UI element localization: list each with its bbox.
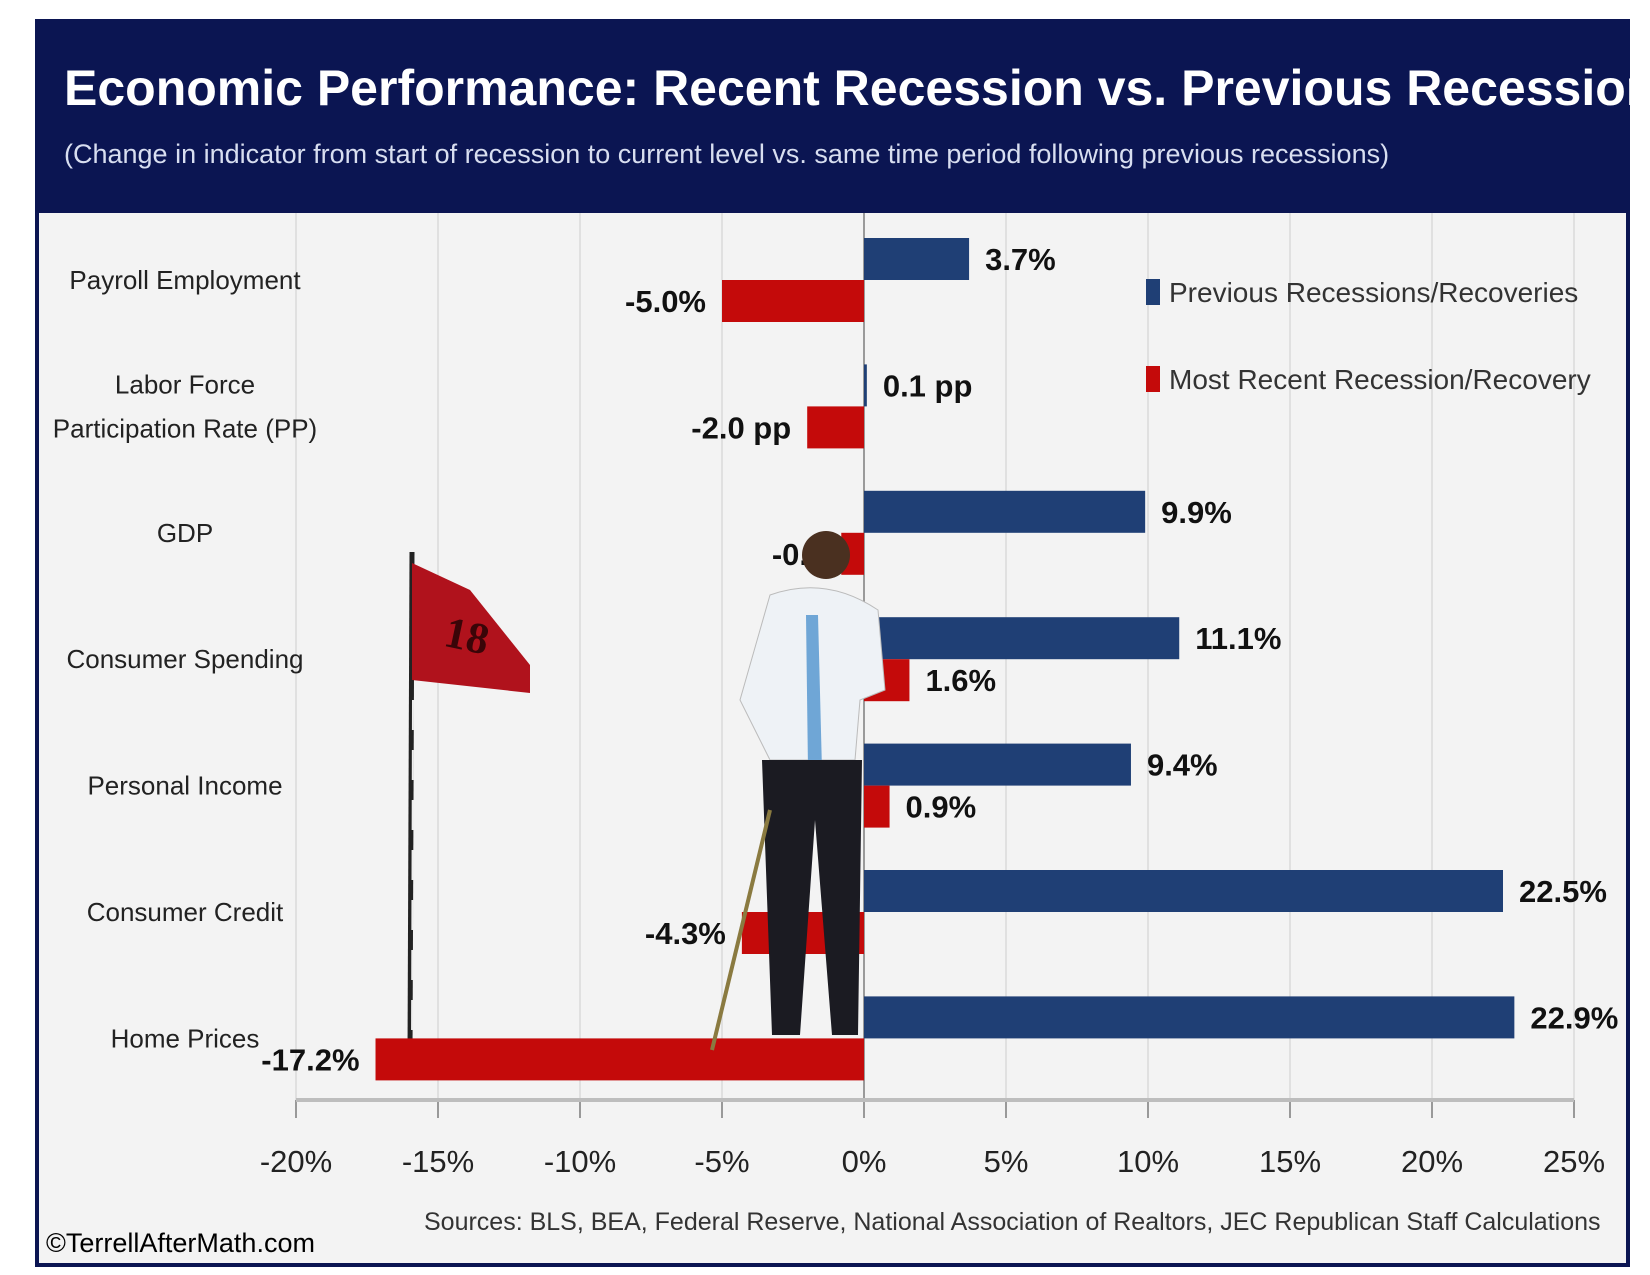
x-tick-label: 0% [842,1144,887,1179]
bar-previous [864,490,1146,533]
legend-label-previous: Previous Recessions/Recoveries [1169,277,1578,308]
data-labels: 3.7%-5.0%0.1 pp-2.0 pp9.9%-0.811.1%1.6%9… [261,242,1618,1077]
data-label: 9.4% [1147,748,1218,783]
data-label: -5.0% [625,284,706,319]
flag-pole-highlight [411,699,414,1051]
category-label: Personal Income [87,771,282,801]
data-label: 22.5% [1519,874,1607,909]
golfer-head [802,531,850,579]
data-label: 11.1% [1195,621,1281,656]
data-label: -17.2% [261,1042,359,1077]
bar-previous [864,870,1503,912]
flag-number: 18 [440,607,493,664]
legend-swatch-recent [1146,366,1160,392]
chart-title: Economic Performance: Recent Recession v… [64,60,1650,116]
bar-recent [375,1038,864,1081]
category-label: Consumer Credit [87,897,284,927]
legend-label-recent: Most Recent Recession/Recovery [1169,364,1591,395]
bar-recent [864,785,890,828]
data-label: 22.9% [1530,1000,1618,1035]
x-tick-label: 15% [1259,1144,1321,1179]
golfer-trousers [762,760,862,1035]
category-label: Consumer Spending [66,644,303,674]
bar-previous [864,617,1180,660]
category-label: Home Prices [111,1023,260,1053]
data-label: 0.9% [906,790,977,825]
x-axis: -20% -15% -10% -5% 0% 5% 10% 15% 20% 25% [260,1098,1605,1179]
data-label: 9.9% [1161,495,1232,530]
category-label: Payroll Employment [69,265,301,295]
legend: Previous Recessions/Recoveries Most Rece… [1146,277,1591,395]
golfer-tie [806,615,822,770]
bar-recent [722,280,864,322]
x-tick-label: 10% [1117,1144,1179,1179]
category-labels: Payroll Employment Labor Force Participati… [53,265,317,1053]
chart-subtitle: (Change in indicator from start of reces… [64,139,1389,169]
x-tick-label: -15% [402,1144,474,1179]
x-tick-label: -5% [694,1144,749,1179]
source-note: Sources: BLS, BEA, Federal Reserve, Nati… [424,1208,1601,1236]
data-label: -2.0 pp [691,410,791,445]
bar-previous [864,238,970,280]
x-tick-label: 20% [1401,1144,1463,1179]
golf-club [710,809,772,1051]
golfer-illustration [710,531,886,1051]
header-band [37,21,1628,213]
x-tick-label: 25% [1543,1144,1605,1179]
golf-flag-illustration: 18 [388,551,596,1067]
gridlines [295,213,1575,1100]
bar-previous [864,743,1131,786]
flag-pole [407,551,415,1056]
bar-previous [864,996,1515,1039]
data-label: 0.1 pp [883,368,973,403]
bar-previous [864,364,867,407]
bar-recent [807,406,864,449]
x-tick-label: 5% [984,1144,1029,1179]
legend-swatch-previous [1146,279,1160,305]
category-label: GDP [157,518,213,548]
x-tick-label: -20% [260,1144,332,1179]
flag-icon [412,563,530,693]
data-label: 1.6% [925,663,996,698]
x-tick-label: -10% [544,1144,616,1179]
category-label: Participation Rate (PP) [53,413,317,443]
data-label: 3.7% [985,242,1056,277]
copyright-credit: ©TerrellAfterMath.com [46,1228,315,1258]
category-label: Labor Force [115,369,255,399]
data-label: -4.3% [645,916,726,951]
